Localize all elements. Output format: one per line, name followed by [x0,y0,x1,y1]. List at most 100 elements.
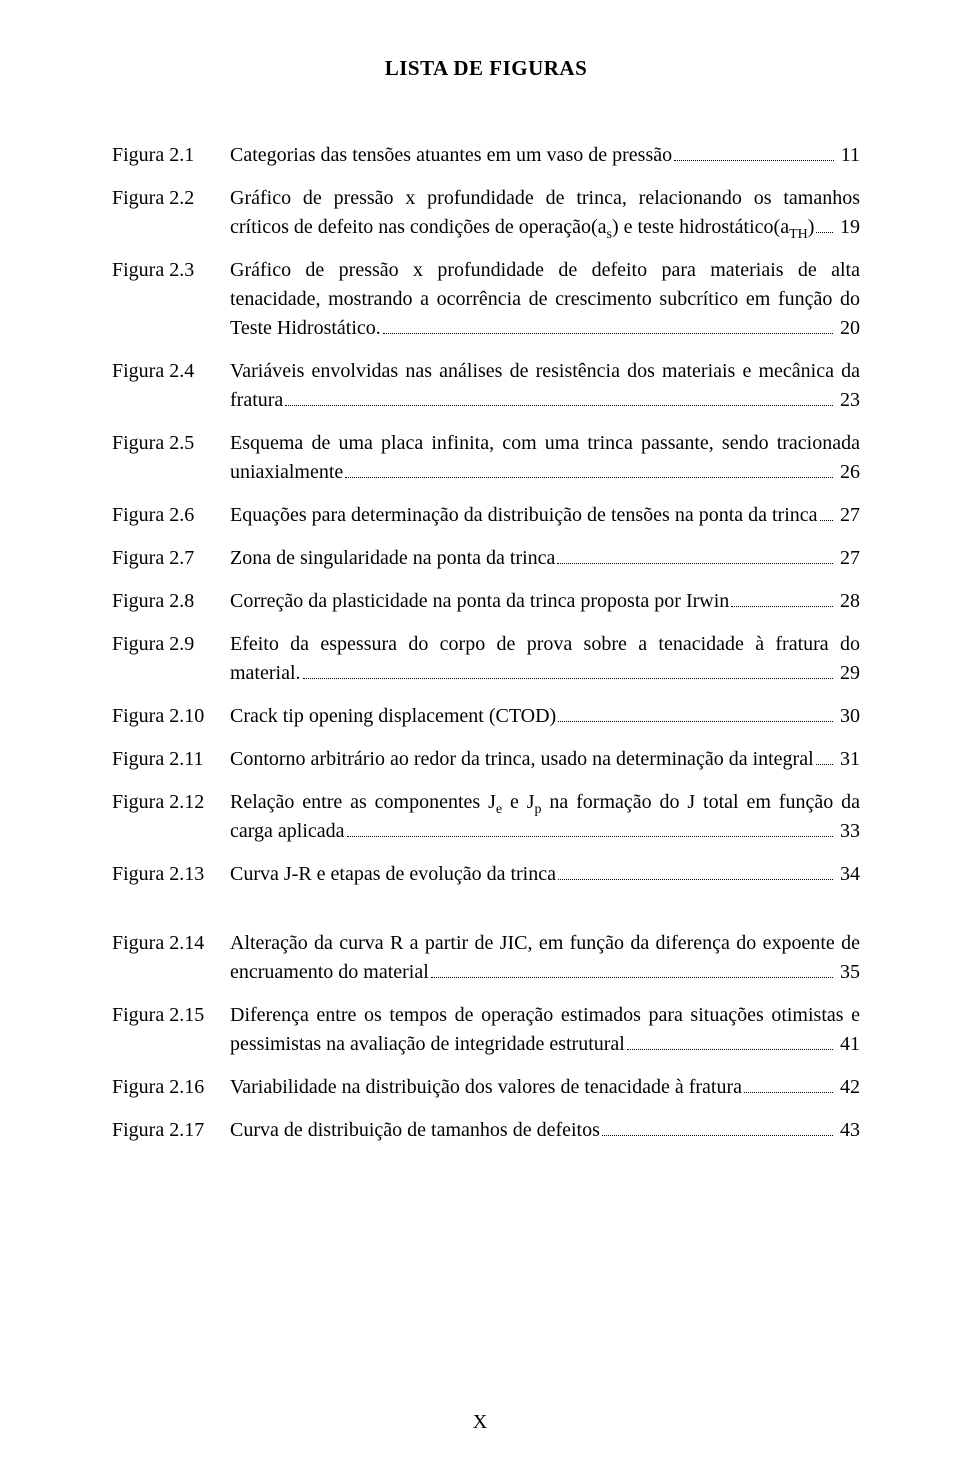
figure-last-text: Contorno arbitrário ao redor da trinca, … [230,745,814,774]
figure-page-number: 23 [836,386,860,415]
figure-page-number: 20 [836,314,860,343]
figure-description: Gráfico de pressão x profundidade de def… [230,256,860,343]
figure-last-text: Equações para determinação da distribuiç… [230,501,818,530]
figure-last-line: Curva J-R e etapas de evolução da trinca… [230,860,860,889]
figure-last-text: Variabilidade na distribuição dos valore… [230,1073,742,1102]
figure-label: Figura 2.12 [112,788,230,817]
figure-description-line: Diferença entre os tempos de operação es… [230,1001,860,1030]
figure-last-text: Crack tip opening displacement (CTOD) [230,702,556,731]
figure-last-text: fratura [230,386,283,415]
footer-page-number: X [0,1411,960,1434]
figure-page-number: 30 [836,702,860,731]
figure-label: Figura 2.5 [112,429,230,458]
figure-description: Gráfico de pressão x profundidade de tri… [230,184,860,242]
figure-last-text: Correção da plasticidade na ponta da tri… [230,587,729,616]
dot-leader [816,214,833,233]
figure-page-number: 42 [836,1073,860,1102]
dot-leader [816,746,833,765]
page-title: LISTA DE FIGURAS [112,56,860,81]
figure-last-text: Zona de singularidade na ponta da trinca [230,544,555,573]
figure-last-text: Curva de distribuição de tamanhos de def… [230,1116,600,1145]
figure-last-line: uniaxialmente 26 [230,458,860,487]
figure-last-line: encruamento do material35 [230,958,860,987]
figure-last-line: material.29 [230,659,860,688]
figure-entry: Figura 2.13Curva J-R e etapas de evoluçã… [112,860,860,889]
figure-entry: Figura 2.15Diferença entre os tempos de … [112,1001,860,1059]
figure-description-line: Gráfico de pressão x profundidade de def… [230,256,860,285]
figure-label: Figura 2.9 [112,630,230,659]
figure-label: Figura 2.10 [112,702,230,731]
figure-description-line: Variáveis envolvidas nas análises de res… [230,357,860,386]
figure-description-line: Esquema de uma placa infinita, com uma t… [230,429,860,458]
figure-description: Curva J-R e etapas de evolução da trinca… [230,860,860,889]
dot-leader [303,660,833,679]
figure-description: Crack tip opening displacement (CTOD) 30 [230,702,860,731]
figure-label: Figura 2.13 [112,860,230,889]
figure-entry: Figura 2.6Equações para determinação da … [112,501,860,530]
figure-page-number: 34 [836,860,860,889]
figure-description: Equações para determinação da distribuiç… [230,501,860,530]
figure-description: Zona de singularidade na ponta da trinca… [230,544,860,573]
figure-description: Contorno arbitrário ao redor da trinca, … [230,745,860,774]
figure-page-number: 35 [836,958,860,987]
figure-page-number: 27 [836,501,860,530]
figure-description: Variabilidade na distribuição dos valore… [230,1073,860,1102]
figure-last-line: Curva de distribuição de tamanhos de def… [230,1116,860,1145]
figure-page-number: 33 [836,817,860,846]
figure-page-number: 11 [837,141,860,170]
figure-entry: Figura 2.9Efeito da espessura do corpo d… [112,630,860,688]
figure-last-line: Teste Hidrostático. 20 [230,314,860,343]
figure-label: Figura 2.11 [112,745,230,774]
dot-leader [602,1117,833,1136]
dot-leader [347,818,833,837]
figure-label: Figura 2.8 [112,587,230,616]
figure-description-line: Gráfico de pressão x profundidade de tri… [230,184,860,213]
figure-label: Figura 2.17 [112,1116,230,1145]
figure-last-line: carga aplicada 33 [230,817,860,846]
figure-description: Diferença entre os tempos de operação es… [230,1001,860,1059]
figure-label: Figura 2.4 [112,357,230,386]
figure-entry: Figura 2.7Zona de singularidade na ponta… [112,544,860,573]
figure-description: Correção da plasticidade na ponta da tri… [230,587,860,616]
figure-last-text: Teste Hidrostático. [230,314,381,343]
figure-last-text: uniaxialmente [230,458,343,487]
figure-label: Figura 2.2 [112,184,230,213]
dot-leader [820,502,833,521]
figure-entry: Figura 2.8Correção da plasticidade na po… [112,587,860,616]
dot-leader [285,387,833,406]
dot-leader [558,861,833,880]
figure-last-line: fratura 23 [230,386,860,415]
figure-page-number: 26 [836,458,860,487]
figure-last-line: Variabilidade na distribuição dos valore… [230,1073,860,1102]
figure-description-line: Alteração da curva R a partir de JIC, em… [230,929,860,958]
dot-leader [558,703,833,722]
figure-label: Figura 2.15 [112,1001,230,1030]
page: LISTA DE FIGURAS Figura 2.1Categorias da… [0,0,960,1476]
figure-last-line: Equações para determinação da distribuiç… [230,501,860,530]
figure-description: Categorias das tensões atuantes em um va… [230,141,860,170]
dot-leader [731,588,833,607]
figure-page-number: 41 [836,1030,860,1059]
figure-last-text: material. [230,659,301,688]
figure-description-line: Relação entre as componentes Je e Jp na … [230,788,860,817]
figure-label: Figura 2.3 [112,256,230,285]
figure-page-number: 27 [836,544,860,573]
figure-entry: Figura 2.17Curva de distribuição de tama… [112,1116,860,1145]
dot-leader [627,1031,833,1050]
figure-description: Esquema de uma placa infinita, com uma t… [230,429,860,487]
figure-entry: Figura 2.2Gráfico de pressão x profundid… [112,184,860,242]
figure-last-line: Categorias das tensões atuantes em um va… [230,141,860,170]
figure-last-line: pessimistas na avaliação de integridade … [230,1030,860,1059]
figure-description: Variáveis envolvidas nas análises de res… [230,357,860,415]
figure-last-line: Zona de singularidade na ponta da trinca… [230,544,860,573]
figure-label: Figura 2.16 [112,1073,230,1102]
figure-page-number: 28 [836,587,860,616]
figure-page-number: 19 [836,213,860,242]
figure-entry: Figura 2.12Relação entre as componentes … [112,788,860,846]
figure-last-text: carga aplicada [230,817,345,846]
figure-description-line: tenacidade, mostrando a ocorrência de cr… [230,285,860,314]
dot-leader [345,459,833,478]
figure-entry: Figura 2.5Esquema de uma placa infinita,… [112,429,860,487]
figure-label: Figura 2.14 [112,929,230,958]
figure-entry: Figura 2.16Variabilidade na distribuição… [112,1073,860,1102]
